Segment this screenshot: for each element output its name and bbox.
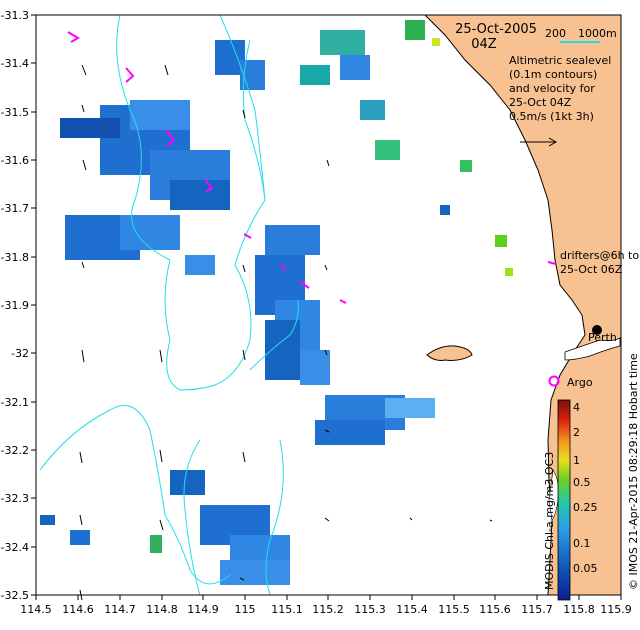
depth-contours <box>39 14 299 596</box>
drifters-label-line2: 25-Oct 06Z <box>560 263 623 276</box>
colorbar-title: MODIS Chl-a mg/m3 OC3 <box>543 452 556 590</box>
description-line: Altimetric sealevel <box>509 54 611 67</box>
drifter-tracks <box>67 31 557 304</box>
map-time: 04Z <box>471 37 497 52</box>
x-tick-label: 115.4 <box>396 603 428 616</box>
colorbar-tick: 4 <box>573 401 580 414</box>
depth-label-1000: 1000m <box>578 27 617 40</box>
y-tick-label: -32.5 <box>1 589 29 602</box>
depth-label-200: 200 <box>545 27 566 40</box>
y-tick-label: -31.8 <box>1 251 29 264</box>
x-tick-label: 115.3 <box>354 603 386 616</box>
x-tick-label: 114.6 <box>62 603 94 616</box>
x-axis-labels: 114.5 114.6 114.7 114.8 114.9 115 115.1 … <box>20 603 632 616</box>
y-tick-label: -32.1 <box>1 396 29 409</box>
x-tick-label: 114.5 <box>20 603 52 616</box>
y-tick-label: -32.4 <box>1 541 29 554</box>
y-tick-label: -32.3 <box>1 492 29 505</box>
colorbar-tick: 0.25 <box>573 501 598 514</box>
y-axis-labels: -31.3 -31.4 -31.5 -31.6 -31.7 -31.8 -31.… <box>1 9 29 602</box>
x-tick-label: 115.7 <box>521 603 553 616</box>
x-tick-label: 115.6 <box>479 603 511 616</box>
colorbar <box>557 399 571 601</box>
x-tick-label: 114.7 <box>104 603 136 616</box>
x-tick-label: 114.8 <box>146 603 178 616</box>
land-area <box>423 14 622 596</box>
argo-label: Argo <box>567 376 593 389</box>
velocity-arrows <box>79 64 493 601</box>
colorbar-tick: 1 <box>573 454 580 467</box>
x-tick-label: 115.8 <box>563 603 595 616</box>
y-tick-label: -31.6 <box>1 154 29 167</box>
x-tick-label: 115 <box>235 603 256 616</box>
drifters-label-line1: drifters@6h to <box>560 249 639 262</box>
perth-marker <box>592 325 602 335</box>
y-tick-label: -31.5 <box>1 106 29 119</box>
y-tick-label: -32 <box>11 347 29 360</box>
x-tick-label: 115.5 <box>438 603 470 616</box>
y-tick-label: -31.3 <box>1 9 29 22</box>
x-tick-label: 114.9 <box>187 603 219 616</box>
rottnest-island <box>426 345 473 361</box>
y-tick-label: -32.2 <box>1 444 29 457</box>
argo-float-marker <box>548 375 560 387</box>
colorbar-ticks: 4 2 1 0.5 0.25 0.1 0.05 <box>573 401 598 575</box>
y-tick-label: -31.4 <box>1 57 29 70</box>
map-date: 25-Oct-2005 <box>455 22 537 37</box>
description-line: (0.1m contours) <box>509 68 597 81</box>
colorbar-tick: 0.05 <box>573 562 598 575</box>
x-tick-label: 115.1 <box>271 603 303 616</box>
y-tick-label: -31.9 <box>1 299 29 312</box>
description-block: Altimetric sealevel (0.1m contours) and … <box>509 54 611 123</box>
axis-tickmarks <box>31 14 622 600</box>
x-tick-label: 115.9 <box>600 603 632 616</box>
x-tick-label: 115.2 <box>312 603 344 616</box>
credit-text: © IMOS 21-Apr-2015 08:29:18 Hobart time <box>627 353 640 590</box>
description-line: and velocity for <box>509 82 595 95</box>
swan-river <box>564 337 621 361</box>
perth-label: Perth <box>588 331 617 344</box>
velocity-scale-arrow <box>520 137 558 147</box>
y-tick-label: -31.7 <box>1 202 29 215</box>
colorbar-tick: 2 <box>573 426 580 439</box>
colorbar-tick: 0.5 <box>573 476 591 489</box>
colorbar-tick: 0.1 <box>573 537 591 550</box>
chlorophyll-field <box>40 20 513 585</box>
description-line: 0.5m/s (1kt 3h) <box>509 110 594 123</box>
description-line: 25-Oct 04Z <box>509 96 572 109</box>
